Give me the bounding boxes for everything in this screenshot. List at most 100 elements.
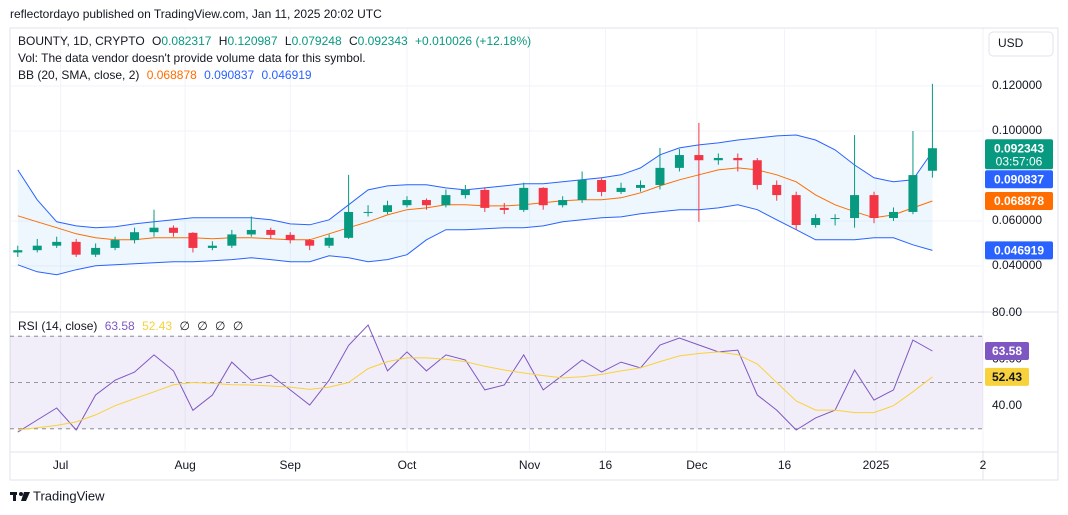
na-label: ∅ [179,319,189,333]
publisher: reflectordayo published on TradingView.c… [10,7,382,21]
x-tick-label: 16 [599,458,613,472]
rsi-ma-value: 52.43 [142,319,172,333]
x-tick-label: 2 [980,458,987,472]
legend-ohlc: BOUNTY, 1D, CRYPTO O0.082317 H0.120987 L… [18,34,531,48]
indicator-price: 0.068878 [994,194,1044,208]
open-value: 0.082317 [161,34,211,48]
candle-body [421,200,431,206]
x-tick-label: 2025 [863,458,890,472]
candle-body [285,234,295,241]
candle-body [71,241,81,255]
candle-body [811,218,821,225]
ohlc-label: L [285,34,292,48]
candle-body [713,157,723,161]
rsi-last: 52.43 [992,370,1022,384]
symbol: BOUNTY, 1D, CRYPTO [18,34,145,48]
rsi-last: 63.58 [992,344,1022,358]
candle-body [752,160,762,185]
y-tick-label: 0.060000 [992,213,1042,227]
bb-line [17,204,933,276]
candle-body [227,234,237,246]
candle-body [402,200,412,206]
candle-body [694,155,704,161]
candle-body [558,200,568,206]
rsi-title: RSI (14, close) [18,319,97,333]
rsi-box [985,367,1029,386]
y-tick-label: 0.100000 [992,123,1042,137]
logo-part [19,492,23,496]
indicator-price: 0.046919 [994,244,1044,258]
bb-basis-value: 0.068878 [147,68,197,82]
candle-body [519,187,529,210]
candle-body [207,245,217,248]
y-tick-label: 80.00 [992,305,1022,319]
close-value: 0.092343 [358,34,408,48]
axis-labels: Jul Aug Sep Oct Nov 16 Dec 16 2025 2 0.040000 0.060… [53,78,1053,472]
candle-body [538,187,548,206]
currency[interactable]: USD [998,36,1024,50]
candle-body [324,237,334,246]
candle-body [480,189,490,208]
candle-body [616,187,626,192]
bb-upper-value: 0.090837 [204,68,254,82]
candle-body [674,155,684,168]
candle-body [91,247,101,255]
candle-body [110,240,120,248]
bb-line [17,167,933,241]
tradingview-logo [10,492,30,501]
candle-body [850,195,860,219]
candle-body [888,211,898,219]
indicator-box [985,241,1053,260]
bb-lower-value: 0.046919 [262,68,312,82]
candle-body [188,232,198,248]
candle-body [130,232,140,241]
volume-note: Vol: The data vendor doesn't provide vol… [18,51,366,65]
low-value: 0.079248 [292,34,342,48]
x-tick-label: Sep [280,458,302,472]
x-tick-label: Jul [53,458,68,472]
indicator-name: BB (20, SMA, close, 2) [18,68,139,82]
plot [10,83,983,433]
indicator-box [985,191,1053,210]
candle-body [597,180,607,192]
legend-rsi: RSI (14, close) 63.58 52.43 ∅ ∅ ∅ ∅ [18,319,243,333]
logo-part [21,492,30,501]
candle-body [791,195,801,225]
candle-body [32,245,42,251]
x-tick-label: Oct [398,458,417,472]
x-tick-label: Dec [686,458,707,472]
ohlc-label: O [152,34,161,48]
logo-part [13,492,16,501]
bb-line [17,134,933,229]
candle-body [305,240,315,246]
chart-frame [9,27,1059,481]
currency-button[interactable] [988,31,1054,57]
y-tick-label: 0.040000 [992,258,1042,272]
candle-body [383,205,393,212]
candle-body [869,195,879,219]
indicator-box [985,170,1053,189]
countdown: 03:57:06 [996,154,1043,168]
x-tick-label: Nov [519,458,540,472]
high-value: 0.120987 [227,34,277,48]
candle-body [246,229,256,235]
indicator-price: 0.090837 [994,172,1044,186]
rsi-line [17,351,933,431]
candle-body [772,184,782,196]
candle-body [52,241,62,246]
y-tick-label: 40.00 [992,398,1022,412]
x-tick-label: Aug [174,458,195,472]
last-price: 0.092343 [994,141,1044,155]
candle-body [13,250,23,253]
rsi-box [985,342,1029,361]
candle-body [830,218,840,220]
rsi-line [17,324,933,433]
ohlc-label: C [349,34,358,48]
brand: TradingView [33,488,105,503]
candle-body [344,211,354,238]
candle-body [927,148,937,171]
x-tick-label: 16 [778,458,792,472]
candle-body [441,195,451,206]
na-label: ∅ [233,319,243,333]
